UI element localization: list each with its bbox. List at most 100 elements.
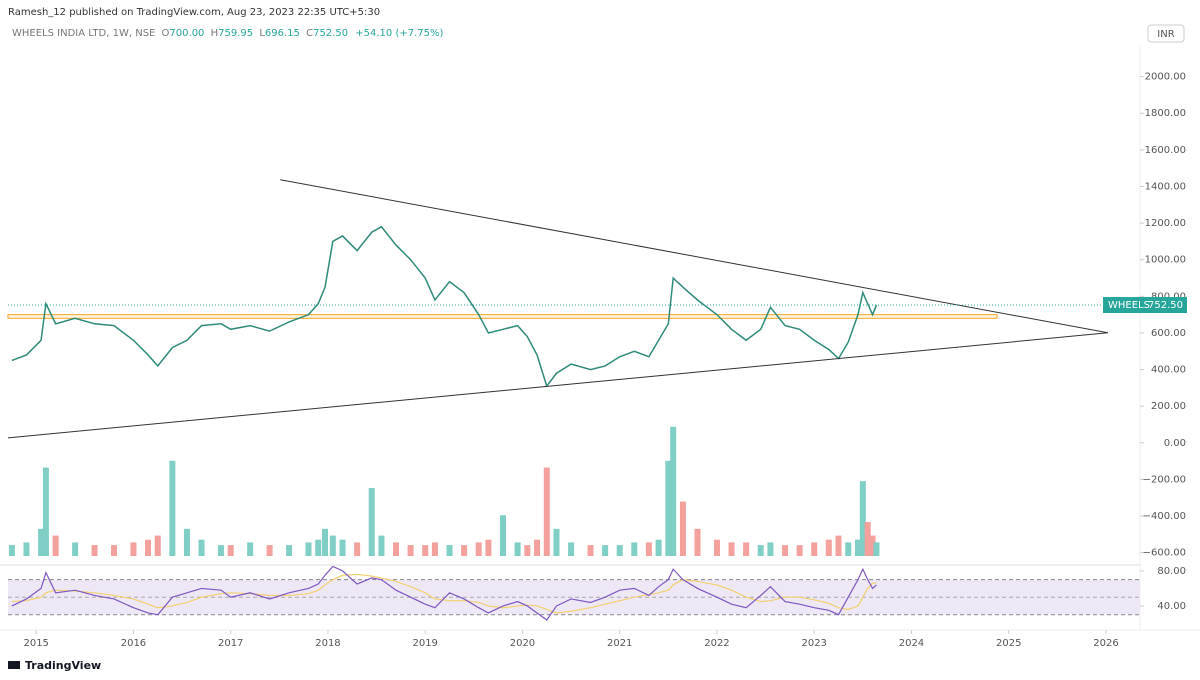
ohlc-value: 696.15 [265, 28, 300, 39]
volume-bar [354, 542, 361, 556]
price-tag-name: WHEELS [1108, 300, 1150, 311]
ohlc-label: L [259, 28, 265, 39]
volume-bar [534, 539, 541, 556]
currency-box[interactable] [1147, 24, 1185, 43]
volume-bar [183, 528, 190, 556]
trendline [7, 332, 1108, 439]
y-tick-label: 200.00 [1151, 401, 1186, 412]
volume-bar [543, 467, 550, 556]
volume-bar [42, 467, 49, 556]
volume-bar [38, 528, 45, 556]
volume-bar [873, 542, 880, 556]
y-tick-label: 80.00 [1157, 566, 1186, 577]
volume-bar [145, 539, 152, 556]
logo [8, 661, 20, 669]
volume-bar [694, 528, 701, 556]
x-tick-label: 2024 [899, 638, 924, 649]
volume-bar [407, 545, 414, 556]
volume-bar [665, 460, 672, 556]
price-tag-value: 752.50 [1148, 300, 1183, 311]
volume-bar [393, 542, 400, 556]
y-tick-label: −400.00 [1143, 511, 1186, 522]
x-tick-label: 2016 [121, 638, 146, 649]
volume-bar [422, 545, 429, 556]
y-tick-label: −200.00 [1143, 474, 1186, 485]
volume-bar [339, 539, 346, 556]
change: +54.10 (+7.75%) [355, 28, 443, 39]
volume-bar [835, 535, 842, 556]
ohlc-value: 752.50 [313, 28, 348, 39]
volume-bar [23, 542, 30, 556]
volume-bar [322, 528, 329, 556]
volume-bar [631, 542, 638, 556]
ohlc-value: 759.95 [218, 28, 253, 39]
x-tick-label: 2019 [412, 638, 437, 649]
volume-bar [431, 542, 438, 556]
y-tick-label: 1000.00 [1145, 255, 1186, 266]
y-tick-label: 1200.00 [1145, 218, 1186, 229]
volume-bar [524, 545, 531, 556]
volume-bar [796, 545, 803, 556]
rsi-band [8, 579, 1140, 615]
volume-bar [728, 542, 735, 556]
volume-bar [587, 545, 594, 556]
volume-bar [568, 542, 575, 556]
volume-bar [378, 535, 385, 556]
volume-bar [743, 542, 750, 556]
volume-bar [111, 545, 118, 556]
volume-bar [645, 542, 652, 556]
volume-bar [845, 542, 852, 556]
y-tick-label: 2000.00 [1145, 72, 1186, 83]
x-tick-label: 2015 [23, 638, 48, 649]
volume-bar [616, 545, 623, 556]
volume-bar [329, 535, 336, 556]
volume-bar [655, 539, 662, 556]
volume-bar [169, 460, 176, 556]
publisher: Ramesh_12 published on TradingView.com, … [8, 7, 380, 18]
ohlc-label: C [306, 28, 313, 39]
volume-bar [767, 542, 774, 556]
x-tick-label: 2022 [704, 638, 729, 649]
volume-bar [227, 545, 234, 556]
volume-bar [217, 545, 224, 556]
price-line [11, 225, 878, 388]
volume-bar [72, 542, 79, 556]
y-tick-label: 1800.00 [1145, 108, 1186, 119]
ohlc-value: 700.00 [169, 28, 204, 39]
volume-bar [315, 539, 322, 556]
x-tick-label: 2021 [607, 638, 632, 649]
y-tick-label: −600.00 [1143, 548, 1186, 559]
y-tick-label: 40.00 [1157, 601, 1186, 612]
volume-bar [475, 542, 482, 556]
volume-bar [461, 545, 468, 556]
volume-bar [8, 545, 15, 556]
volume-bar [670, 426, 677, 556]
y-tick-label: 400.00 [1151, 365, 1186, 376]
volume-bar [130, 542, 137, 556]
zone [7, 314, 998, 319]
trendline [280, 179, 1108, 334]
volume-bar [446, 545, 453, 556]
volume-bar [52, 535, 59, 556]
volume-bar [782, 545, 789, 556]
y-tick-label: 1600.00 [1145, 145, 1186, 156]
volume-bar [869, 535, 876, 556]
volume-bar [825, 539, 832, 556]
volume-bar [553, 528, 560, 556]
x-tick-label: 2018 [315, 638, 340, 649]
volume-bar [757, 545, 764, 556]
volume-bar [198, 539, 205, 556]
legend: WHEELS INDIA LTD, 1W, NSE O700.00 H759.9… [12, 28, 443, 39]
volume-bar [368, 488, 375, 556]
x-tick-label: 2025 [996, 638, 1021, 649]
volume-bar [854, 539, 861, 556]
y-tick-label: 0.00 [1164, 438, 1186, 449]
volume-bar [266, 545, 273, 556]
volume-bar [713, 539, 720, 556]
volume-bar [864, 522, 871, 556]
ohlc-label: O [162, 28, 170, 39]
volume-bar [154, 535, 161, 556]
x-tick-label: 2023 [801, 638, 826, 649]
